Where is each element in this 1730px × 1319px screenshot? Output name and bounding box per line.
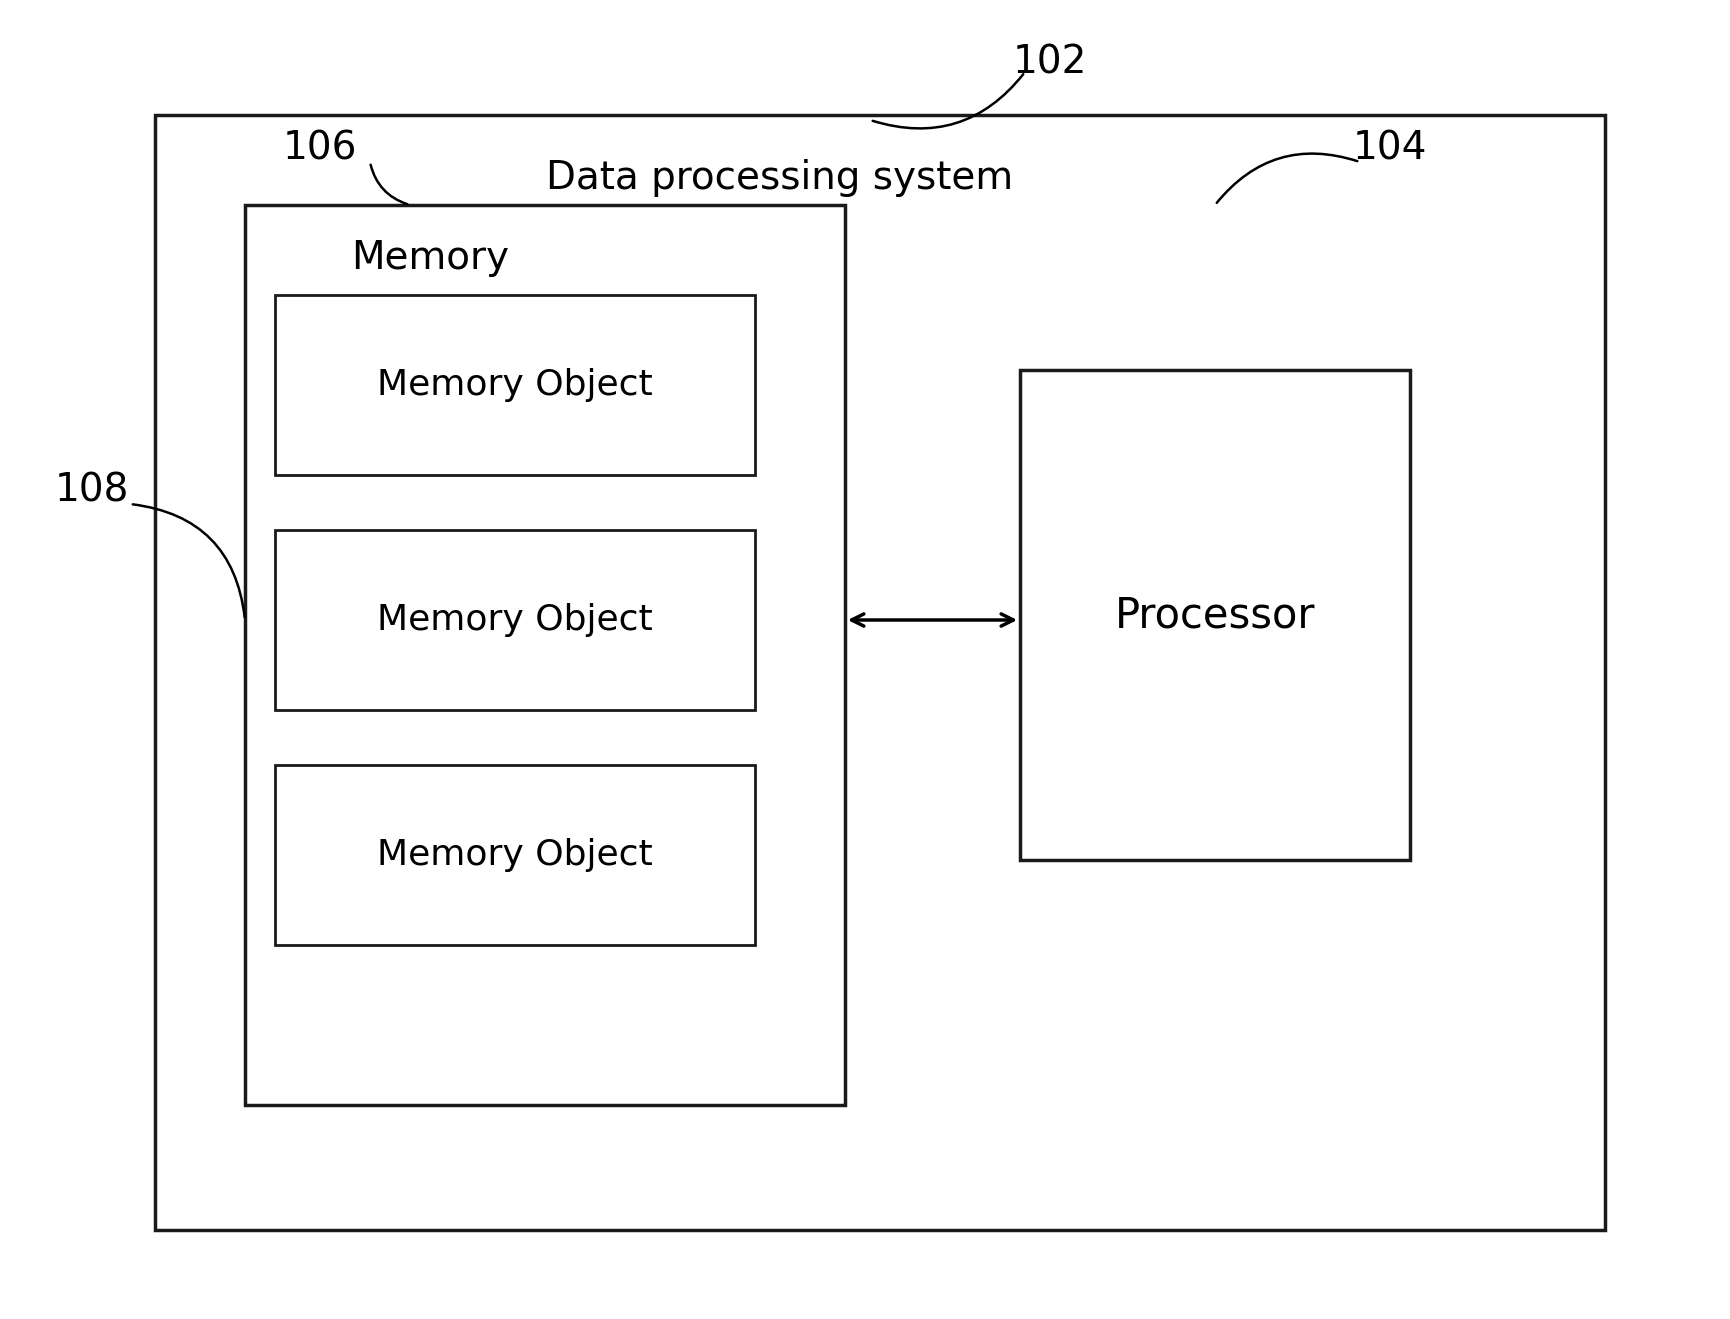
Text: Memory Object: Memory Object [377, 838, 652, 872]
Bar [275, 765, 754, 944]
Text: 104: 104 [1353, 129, 1426, 168]
Bar [275, 530, 754, 710]
Bar [156, 115, 1604, 1231]
Text: 108: 108 [55, 471, 130, 509]
Text: Memory: Memory [351, 239, 509, 277]
Text: Data processing system: Data processing system [547, 160, 1014, 197]
Text: Memory Object: Memory Object [377, 368, 652, 402]
Text: 106: 106 [282, 129, 356, 168]
Bar [246, 204, 844, 1105]
Text: 102: 102 [1012, 44, 1086, 80]
Bar [275, 295, 754, 475]
Text: Processor: Processor [1114, 594, 1315, 636]
Bar [1019, 371, 1410, 860]
Text: Memory Object: Memory Object [377, 603, 652, 637]
